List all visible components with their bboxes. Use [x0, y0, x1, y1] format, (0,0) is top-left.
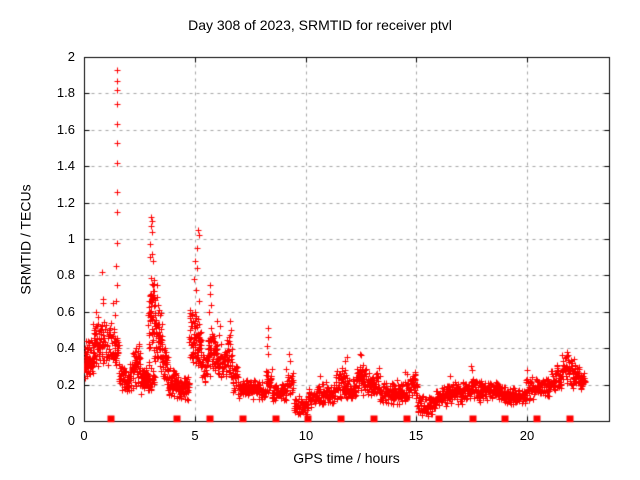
y-tick-label: 1.6 [56, 122, 75, 137]
y-tick-label: 2 [67, 49, 75, 64]
y-tick-label: 0 [67, 413, 75, 428]
y-tick-label: 0.2 [56, 377, 75, 392]
x-tick-label: 5 [191, 428, 199, 443]
x-axis-label: GPS time / hours [293, 450, 400, 466]
y-tick-label: 0.6 [56, 304, 75, 319]
x-tick-label: 0 [80, 428, 88, 443]
x-tick-label: 20 [519, 428, 535, 443]
y-tick-label: 1.4 [56, 158, 75, 173]
y-tick-label: 1.2 [56, 195, 75, 210]
x-tick-label: 10 [298, 428, 314, 443]
y-tick-label: 0.4 [56, 340, 75, 355]
y-tick-label: 0.8 [56, 267, 75, 282]
y-tick-label: 1.8 [56, 85, 75, 100]
chart-title: Day 308 of 2023, SRMTID for receiver ptv… [188, 17, 452, 33]
y-tick-label: 1 [67, 231, 75, 246]
x-tick-label: 15 [408, 428, 424, 443]
